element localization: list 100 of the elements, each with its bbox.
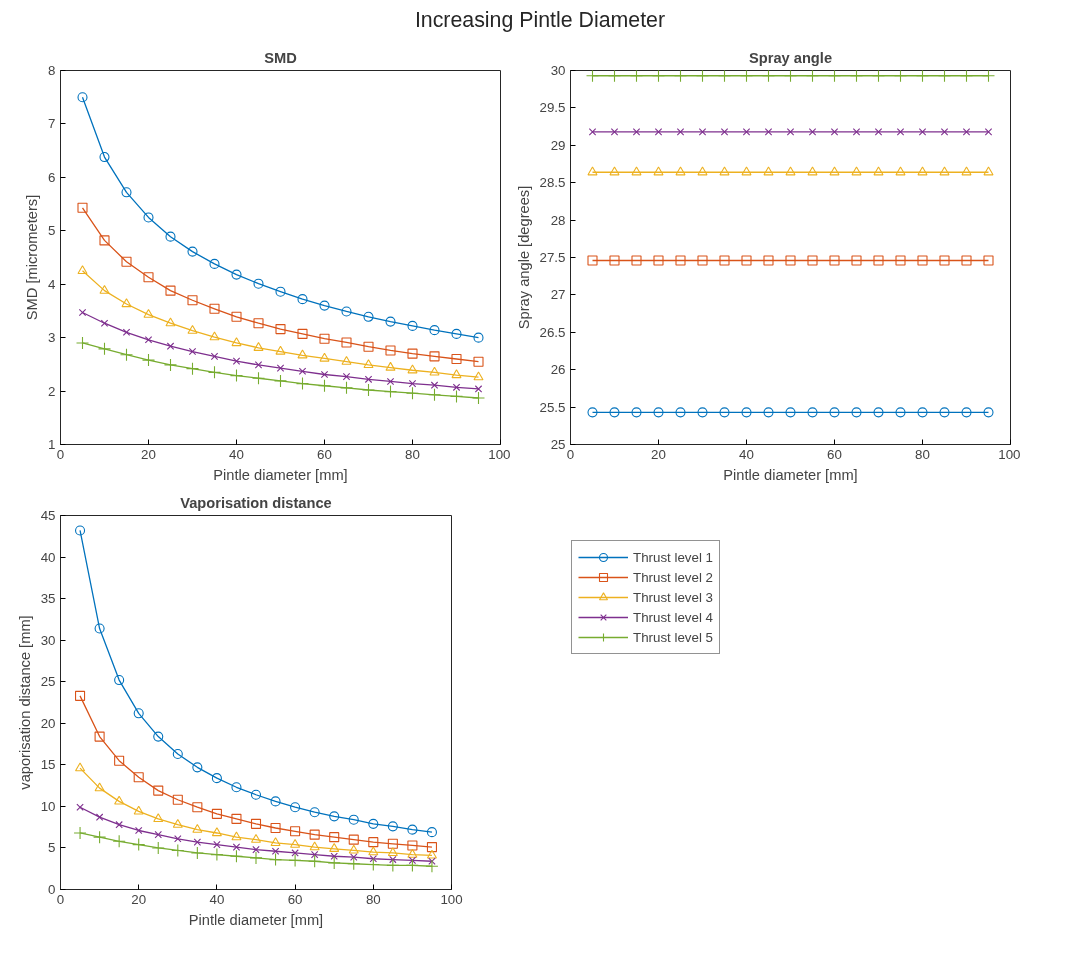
point: [295, 377, 310, 391]
point: [275, 324, 286, 335]
chart-title: SMD: [264, 49, 297, 66]
point: [270, 837, 281, 847]
point: [341, 356, 352, 366]
point: [132, 838, 146, 852]
y-tick-label: 25: [40, 674, 56, 690]
point: [786, 128, 795, 137]
point: [297, 294, 308, 305]
point: [651, 70, 666, 83]
point: [115, 821, 123, 829]
y-tick-label: 25.5: [539, 400, 566, 416]
y-tick-label: 25: [550, 437, 566, 453]
point: [807, 407, 818, 418]
point: [383, 385, 398, 399]
legend-label: Thrust level 4: [633, 609, 714, 625]
point: [429, 367, 440, 376]
point: [653, 255, 664, 267]
point: [983, 407, 994, 418]
point: [587, 166, 598, 176]
point: [408, 380, 417, 388]
point: [320, 371, 329, 379]
y-axis-title: SMD [micrometers]: [24, 195, 41, 321]
point: [211, 827, 222, 837]
point: [741, 166, 752, 176]
point: [75, 336, 90, 350]
point: [187, 247, 198, 258]
y-tick-label: 28: [550, 213, 566, 229]
point: [871, 70, 886, 83]
point: [405, 859, 419, 873]
y-tick-label: 1: [48, 437, 56, 453]
point: [697, 166, 708, 176]
point: [213, 841, 221, 849]
point: [78, 309, 87, 317]
point: [741, 255, 752, 267]
point: [829, 255, 840, 267]
point: [231, 782, 242, 793]
x-tick-label: 60: [827, 446, 842, 462]
x-tick-label: 40: [229, 446, 244, 462]
point: [153, 813, 164, 823]
point: [363, 312, 374, 323]
legend-label: Thrust level 5: [633, 629, 714, 645]
point: [385, 317, 396, 328]
point: [959, 70, 974, 83]
y-axis-title: vaporisation distance [mm]: [16, 615, 33, 791]
point: [851, 407, 862, 418]
point: [121, 257, 132, 268]
point: [387, 821, 398, 832]
point: [310, 851, 319, 859]
point: [426, 850, 437, 860]
point: [329, 843, 340, 853]
point: [141, 354, 156, 368]
point: [741, 407, 752, 418]
point: [449, 390, 464, 404]
point: [99, 285, 110, 295]
y-tick-label: 5: [48, 840, 56, 856]
x-tick-label: 80: [405, 446, 420, 462]
point: [187, 325, 198, 335]
point: [368, 837, 379, 848]
point: [917, 407, 928, 418]
point: [192, 762, 203, 773]
point: [588, 128, 597, 137]
point: [785, 255, 796, 267]
point: [252, 846, 260, 854]
point: [297, 350, 308, 359]
y-tick-label: 20: [40, 716, 56, 732]
point: [386, 859, 400, 873]
point: [675, 407, 686, 418]
point: [764, 128, 773, 137]
y-tick-label: 8: [48, 63, 56, 79]
point: [717, 70, 732, 83]
point: [719, 255, 730, 267]
point: [288, 854, 302, 868]
point: [94, 782, 105, 792]
point: [253, 318, 264, 329]
x-tick-label: 20: [131, 891, 147, 907]
y-tick-label: 4: [48, 277, 57, 293]
point: [95, 813, 104, 822]
point: [319, 334, 330, 345]
point: [77, 265, 88, 275]
point: [364, 376, 373, 384]
point: [165, 317, 176, 327]
point: [341, 306, 352, 317]
point: [114, 675, 125, 686]
point: [629, 70, 644, 83]
point: [429, 325, 440, 336]
point: [231, 270, 242, 281]
point: [937, 70, 952, 83]
point: [254, 361, 263, 370]
point: [426, 827, 437, 838]
point: [290, 826, 301, 837]
x-tick-label: 20: [141, 446, 156, 462]
y-tick-label: 26: [550, 362, 566, 378]
point: [631, 407, 642, 418]
point: [308, 855, 322, 869]
point: [609, 255, 620, 267]
point: [319, 301, 330, 312]
y-tick-label: 7: [48, 116, 56, 132]
point: [210, 353, 219, 361]
point: [895, 166, 906, 176]
